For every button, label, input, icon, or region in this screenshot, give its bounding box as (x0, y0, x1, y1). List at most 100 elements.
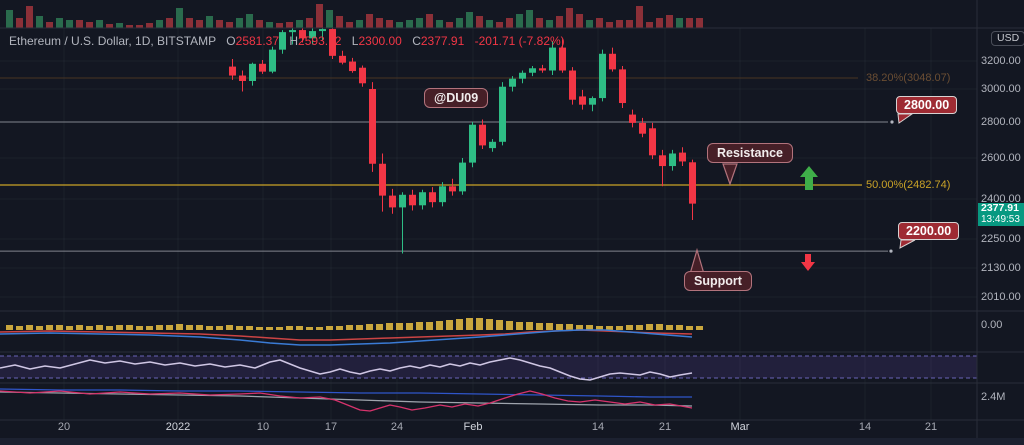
top-volume-bar (86, 22, 93, 28)
up-arrow-icon[interactable] (800, 166, 818, 190)
price-axis-label: 3000.00 (981, 83, 1021, 95)
top-volume-bar (446, 22, 453, 28)
candle-body (679, 152, 686, 162)
macd-histogram-bar (266, 327, 273, 330)
macd-histogram-bar (416, 322, 423, 330)
candle-body (239, 75, 246, 81)
candle-body (309, 31, 316, 39)
candle-body (669, 153, 676, 167)
macd-histogram-bar (196, 325, 203, 330)
support-line-handle[interactable] (889, 249, 893, 253)
top-volume-bar (686, 18, 693, 28)
volume-axis-label: 2.4M (981, 391, 1006, 403)
resistance-line-handle[interactable] (890, 120, 894, 124)
macd-histogram-bar (306, 327, 313, 330)
top-volume-bar (236, 18, 243, 28)
macd-histogram-bar (336, 326, 343, 330)
macd-main-line (0, 329, 693, 346)
time-axis-label: Mar (730, 421, 750, 433)
symbol-legend[interactable]: Ethereum / U.S. Dollar, 1D, BITSTAMP O25… (9, 34, 565, 48)
macd-histogram-bar (216, 326, 223, 330)
watermark-callout[interactable]: @DU09 (424, 88, 489, 108)
macd-histogram-bar (626, 325, 633, 330)
top-volume-bar (476, 16, 483, 28)
volume-ma-gray-line (0, 391, 693, 407)
macd-histogram-bar (296, 326, 303, 330)
top-volume-bar (506, 18, 513, 28)
macd-histogram-bar (186, 325, 193, 330)
down-arrow-icon[interactable] (801, 254, 815, 271)
macd-histogram-bar (326, 326, 333, 330)
macd-histogram-bar (356, 325, 363, 330)
macd-histogram-bar (316, 327, 323, 330)
rsi-band (0, 356, 977, 378)
macd-histogram-bar (66, 326, 73, 330)
top-volume-bar (26, 6, 33, 28)
support-callout[interactable]: Support (684, 271, 752, 291)
macd-histogram-bar (6, 325, 13, 330)
support-price-callout[interactable]: 2200.00 (898, 222, 960, 240)
top-volume-bar (116, 23, 123, 28)
top-volume-bar (186, 18, 193, 28)
top-volume-bar (596, 18, 603, 28)
top-volume-bar (516, 14, 523, 28)
top-volume-bar (326, 10, 333, 28)
top-volume-bar (156, 20, 163, 28)
candle-body (629, 114, 636, 123)
support-price-text: 2200.00 (906, 224, 952, 238)
top-volume-bar (286, 22, 293, 28)
macd-histogram-bar (346, 325, 353, 330)
macd-histogram-bar (16, 326, 23, 330)
macd-histogram-bar (436, 321, 443, 330)
macd-histogram-bar (496, 320, 503, 330)
currency-toggle-button[interactable]: USD (991, 31, 1024, 46)
top-volume-bar (426, 14, 433, 28)
top-volume-bar (336, 16, 343, 28)
fib-382-label: 38.20%(3048.07) (866, 72, 950, 84)
candle-body (259, 63, 266, 72)
top-volume-bar (166, 18, 173, 28)
candle-body (539, 68, 546, 71)
macd-histogram-bar (426, 322, 433, 330)
resistance-callout[interactable]: Resistance (707, 143, 794, 163)
macd-histogram-bar (106, 326, 113, 330)
macd-histogram-bar (286, 326, 293, 330)
macd-histogram-bar (466, 318, 473, 330)
price-axis-label: 2010.00 (981, 291, 1021, 303)
top-volume-bar (206, 16, 213, 28)
candle-body (649, 128, 656, 156)
time-axis-label: 14 (858, 421, 872, 433)
top-volume-bar (526, 10, 533, 28)
candle-body (599, 53, 606, 99)
time-axis[interactable] (0, 420, 977, 445)
macd-histogram-bar (606, 326, 613, 330)
top-volume-bar (36, 16, 43, 28)
candle-body (479, 124, 486, 146)
support-price-tail (899, 239, 916, 249)
fib-50-label: 50.00%(2482.74) (866, 179, 950, 191)
candle-body (229, 66, 236, 76)
candle-body (439, 186, 446, 203)
macd-histogram-bar (136, 326, 143, 330)
change-value: -201.71 (-7.82%) (474, 34, 565, 48)
macd-histogram-bar (566, 324, 573, 330)
price-axis-label: 3200.00 (981, 55, 1021, 67)
macd-histogram-bar (676, 325, 683, 330)
top-volume-bar (266, 22, 273, 28)
candle-body (639, 122, 646, 134)
low-value: 2300.00 (358, 34, 402, 48)
macd-histogram-bar (696, 326, 703, 330)
top-volume-bar (436, 20, 443, 28)
top-volume-bar (276, 23, 283, 28)
indicator-axis-label: 0.00 (981, 319, 1003, 331)
macd-histogram-bar (446, 320, 453, 330)
open-value: 2581.37 (235, 34, 280, 48)
top-volume-bar (66, 20, 73, 28)
candle-body (559, 47, 566, 71)
top-volume-bar (676, 18, 683, 28)
resistance-price-callout[interactable]: 2800.00 (896, 96, 958, 114)
top-volume-bar (456, 18, 463, 28)
top-volume-bar (296, 20, 303, 28)
top-volume-bar (216, 20, 223, 28)
